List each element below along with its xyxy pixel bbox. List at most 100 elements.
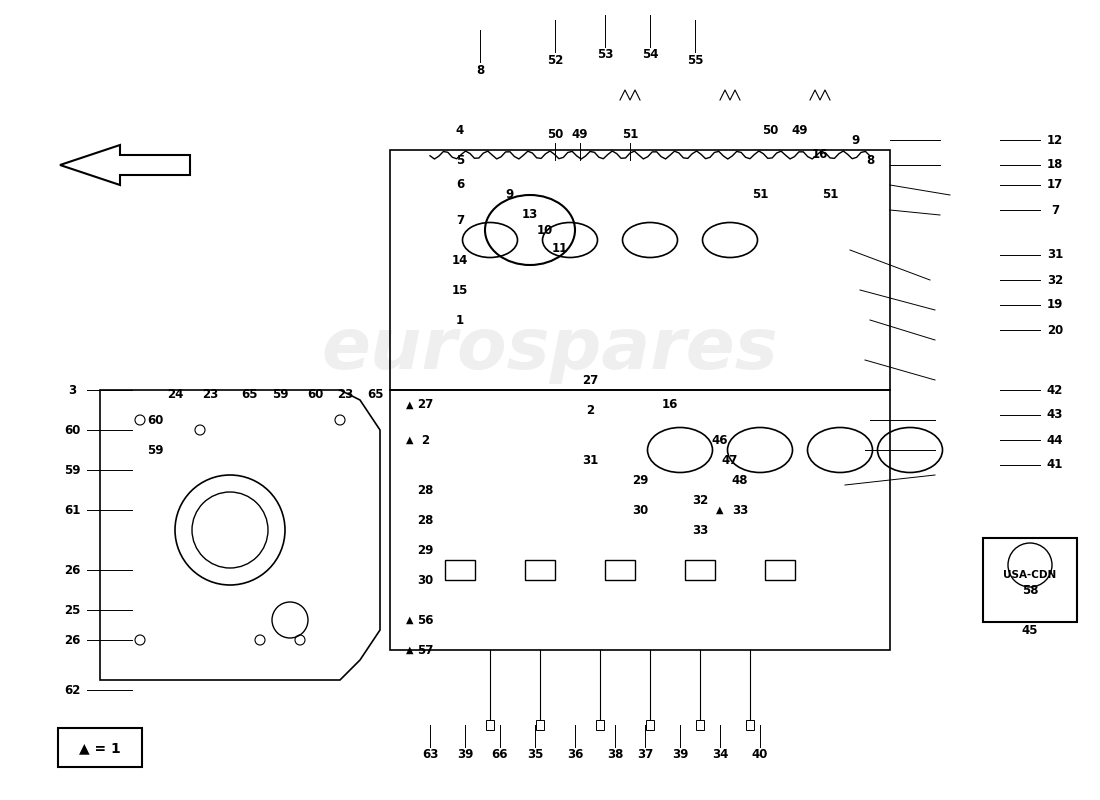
Text: 60: 60	[146, 414, 163, 426]
Text: ▲ = 1: ▲ = 1	[79, 741, 121, 755]
Text: 15: 15	[452, 283, 469, 297]
Text: 19: 19	[1047, 298, 1064, 311]
Text: 60: 60	[64, 423, 80, 437]
Text: 48: 48	[732, 474, 748, 486]
Text: 16: 16	[662, 398, 679, 411]
Bar	[596, 720, 604, 730]
Text: 17: 17	[1047, 178, 1063, 191]
Bar	[746, 720, 754, 730]
Text: ▲: ▲	[716, 505, 724, 515]
Text: 56: 56	[417, 614, 433, 626]
Text: 51: 51	[621, 129, 638, 142]
Text: 8: 8	[476, 63, 484, 77]
Text: 47: 47	[722, 454, 738, 466]
Text: 10: 10	[537, 223, 553, 237]
Text: 4: 4	[455, 123, 464, 137]
Text: 16: 16	[812, 149, 828, 162]
Text: 5: 5	[455, 154, 464, 166]
Text: 49: 49	[572, 129, 588, 142]
Text: 12: 12	[1047, 134, 1063, 146]
Text: 66: 66	[492, 749, 508, 762]
Text: 31: 31	[1047, 249, 1063, 262]
Text: 37: 37	[637, 749, 653, 762]
Text: 29: 29	[631, 474, 648, 486]
Text: 58: 58	[1022, 583, 1038, 597]
Bar	[525, 560, 556, 580]
Text: 62: 62	[64, 683, 80, 697]
Text: 63: 63	[421, 749, 438, 762]
Text: 39: 39	[672, 749, 689, 762]
Text: 40: 40	[751, 749, 768, 762]
Text: 59: 59	[64, 463, 80, 477]
Text: 32: 32	[1047, 274, 1063, 286]
Text: ▲: ▲	[406, 435, 414, 445]
Text: 25: 25	[64, 603, 80, 617]
Text: 13: 13	[521, 209, 538, 222]
Text: 18: 18	[1047, 158, 1064, 171]
Text: 20: 20	[1047, 323, 1063, 337]
Text: 27: 27	[582, 374, 598, 386]
Text: 23: 23	[202, 389, 218, 402]
Text: 9: 9	[851, 134, 859, 146]
Text: 55: 55	[686, 54, 703, 66]
Text: 26: 26	[64, 563, 80, 577]
Text: 53: 53	[597, 49, 613, 62]
Text: 26: 26	[64, 634, 80, 646]
Text: 33: 33	[732, 503, 748, 517]
Text: 27: 27	[417, 398, 433, 411]
Bar	[486, 720, 494, 730]
Text: ▲: ▲	[406, 400, 414, 410]
Bar	[696, 720, 704, 730]
Bar	[685, 560, 715, 580]
Text: 41: 41	[1047, 458, 1064, 471]
Text: 29: 29	[417, 543, 433, 557]
Text: 45: 45	[1022, 623, 1038, 637]
Text: 50: 50	[547, 129, 563, 142]
Text: 8: 8	[866, 154, 874, 166]
Text: 33: 33	[692, 523, 708, 537]
Text: 24: 24	[167, 389, 184, 402]
Text: eurospares: eurospares	[321, 315, 779, 385]
Text: 9: 9	[506, 189, 514, 202]
Bar	[536, 720, 544, 730]
Text: 30: 30	[417, 574, 433, 586]
Bar	[646, 720, 654, 730]
Text: 59: 59	[146, 443, 163, 457]
Bar	[446, 560, 475, 580]
Text: 43: 43	[1047, 409, 1064, 422]
Text: 7: 7	[455, 214, 464, 226]
Text: 42: 42	[1047, 383, 1064, 397]
Text: 51: 51	[822, 189, 838, 202]
Text: 1: 1	[455, 314, 464, 326]
Text: 36: 36	[566, 749, 583, 762]
Text: 49: 49	[792, 123, 808, 137]
Text: 23: 23	[337, 389, 353, 402]
Text: 65: 65	[366, 389, 383, 402]
Text: 60: 60	[307, 389, 323, 402]
Text: USA-CDN: USA-CDN	[1003, 570, 1057, 580]
Text: ▲: ▲	[406, 645, 414, 655]
Text: 57: 57	[417, 643, 433, 657]
Text: 3: 3	[68, 383, 76, 397]
Text: 30: 30	[631, 503, 648, 517]
Bar	[605, 560, 635, 580]
Text: 32: 32	[692, 494, 708, 506]
Text: 59: 59	[272, 389, 288, 402]
Text: 34: 34	[712, 749, 728, 762]
Text: 31: 31	[582, 454, 598, 466]
Text: 51: 51	[751, 189, 768, 202]
Text: 2: 2	[586, 403, 594, 417]
Text: 38: 38	[607, 749, 624, 762]
Text: 35: 35	[527, 749, 543, 762]
Text: 11: 11	[552, 242, 568, 254]
Text: 7: 7	[1050, 203, 1059, 217]
Bar	[764, 560, 795, 580]
Text: 28: 28	[417, 514, 433, 526]
Text: 46: 46	[712, 434, 728, 446]
Text: 2: 2	[421, 434, 429, 446]
Text: 28: 28	[417, 483, 433, 497]
Text: 6: 6	[455, 178, 464, 191]
Text: 52: 52	[547, 54, 563, 66]
Text: 65: 65	[242, 389, 258, 402]
Text: 61: 61	[64, 503, 80, 517]
